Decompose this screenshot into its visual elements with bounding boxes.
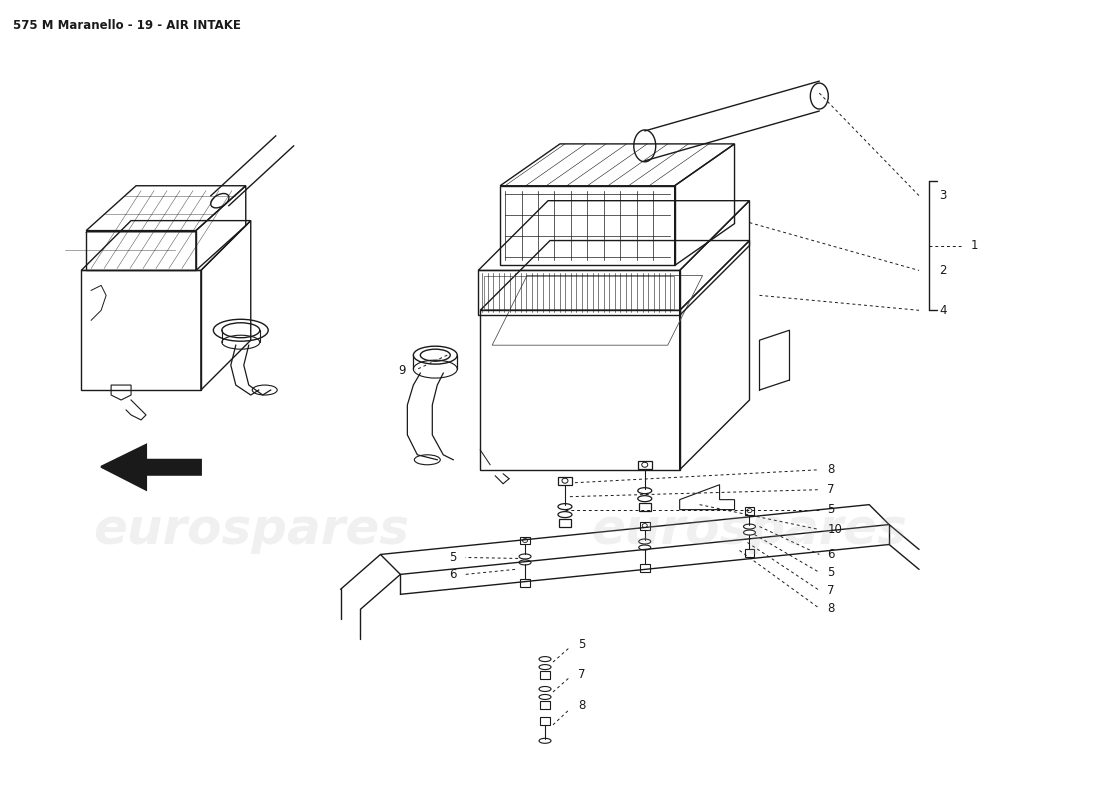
Text: 5: 5 <box>827 566 835 579</box>
Text: 10: 10 <box>827 523 843 536</box>
Text: 2: 2 <box>939 264 946 277</box>
Text: 9: 9 <box>398 364 406 377</box>
Text: 7: 7 <box>578 667 585 681</box>
Text: eurospares: eurospares <box>592 506 908 554</box>
Text: 1: 1 <box>971 239 978 252</box>
Text: eurospares: eurospares <box>92 506 409 554</box>
Text: 6: 6 <box>827 548 835 561</box>
Text: 7: 7 <box>827 584 835 597</box>
Text: 8: 8 <box>827 463 835 476</box>
Text: 3: 3 <box>939 190 946 202</box>
Text: 8: 8 <box>578 699 585 713</box>
Text: 8: 8 <box>827 602 835 614</box>
Text: 6: 6 <box>449 568 456 581</box>
Text: 5: 5 <box>827 503 835 516</box>
Polygon shape <box>101 445 201 490</box>
Text: 575 M Maranello - 19 - AIR INTAKE: 575 M Maranello - 19 - AIR INTAKE <box>13 19 241 32</box>
Text: 5: 5 <box>578 638 585 650</box>
Text: 4: 4 <box>939 304 946 317</box>
Text: 7: 7 <box>827 483 835 496</box>
Text: 5: 5 <box>449 551 456 564</box>
